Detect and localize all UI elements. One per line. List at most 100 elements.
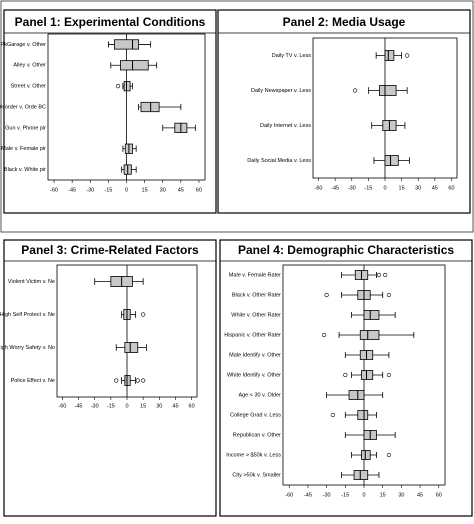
category-label: Street v. Other — [11, 84, 47, 90]
x-tick-label: -30 — [348, 185, 356, 191]
x-tick-label: -30 — [323, 492, 331, 498]
x-tick-label: 0 — [125, 187, 128, 193]
panel-title: Panel 4: Demographic Characteristics — [238, 243, 454, 257]
category-label: Daily Newspaper v. Less — [251, 88, 311, 94]
category-label: Male v. Female Rater — [229, 272, 281, 278]
x-tick-label: -60 — [315, 185, 323, 191]
category-label: Daily Internet v. Less — [260, 123, 311, 129]
box — [353, 470, 369, 480]
category-label: Male v. Female pir — [1, 146, 46, 152]
category-label: Black v. Other Rater — [232, 292, 281, 298]
box — [140, 101, 160, 113]
x-tick-label: 60 — [448, 185, 454, 191]
category-label: Black v. White pir — [4, 167, 46, 173]
x-tick-label: -30 — [86, 187, 94, 193]
box — [114, 39, 139, 50]
x-tick-label: -15 — [104, 187, 112, 193]
outlier — [343, 372, 348, 378]
box — [123, 81, 131, 92]
category-label: City >50k v. Smaller — [232, 472, 281, 478]
panel-frame — [3, 9, 217, 214]
category-label: Daily Social Media v. Less — [247, 158, 311, 164]
outlier — [324, 292, 329, 298]
box — [363, 310, 380, 320]
outlier — [115, 84, 121, 89]
box — [361, 450, 371, 460]
x-tick-label: 60 — [189, 403, 195, 409]
outlier — [376, 272, 382, 278]
x-tick-label: -60 — [50, 187, 58, 193]
x-tick-label: 30 — [398, 492, 404, 498]
x-tick-label: -45 — [304, 492, 312, 498]
category-label: Alley v. Other — [13, 63, 46, 69]
panel-frame — [217, 9, 471, 214]
category-label: Hispanic v. Other Rater — [224, 332, 281, 338]
x-tick-label: 45 — [432, 185, 438, 191]
panel-title: Panel 3: Crime-Related Factors — [21, 243, 199, 257]
outlier — [386, 372, 392, 378]
category-label: Police Effect v. Ne — [11, 378, 55, 384]
category-label: White Identify v. Other — [227, 372, 281, 378]
x-tick-label: -45 — [331, 185, 339, 191]
category-label: College Grad v. Less — [230, 412, 281, 418]
outlier — [386, 292, 392, 298]
x-tick-label: 60 — [436, 492, 442, 498]
category-label: Income > $50k v. Less — [226, 452, 281, 458]
category-label: Republican v. Other — [233, 432, 281, 438]
panel-title: Panel 2: Media Usage — [283, 15, 406, 29]
x-tick-label: -60 — [285, 492, 293, 498]
x-tick-label: 30 — [415, 185, 421, 191]
x-tick-label: 45 — [178, 187, 184, 193]
category-label: High Worry Safety v. No — [0, 345, 55, 351]
x-tick-label: -15 — [107, 403, 115, 409]
x-tick-label: 0 — [383, 185, 386, 191]
x-tick-label: 15 — [399, 185, 405, 191]
category-label: Age < 30 v. Older — [238, 392, 281, 398]
x-tick-label: 60 — [196, 187, 202, 193]
x-tick-label: -60 — [58, 403, 66, 409]
box — [124, 342, 139, 353]
outlier — [141, 312, 146, 317]
box — [359, 330, 380, 340]
panel-frame — [219, 239, 473, 517]
x-tick-label: 45 — [172, 403, 178, 409]
box — [384, 50, 395, 61]
outlier — [141, 378, 146, 383]
x-tick-label: 30 — [156, 403, 162, 409]
x-tick-label: 0 — [362, 492, 365, 498]
top-frame — [0, 0, 474, 233]
x-tick-label: 0 — [125, 403, 128, 409]
category-label: White v. Other Rater — [231, 312, 281, 318]
outlier — [114, 378, 119, 383]
outlier — [322, 332, 327, 338]
outlier — [383, 272, 388, 278]
box — [379, 85, 397, 96]
x-tick-label: 15 — [142, 187, 148, 193]
box — [384, 155, 399, 166]
category-label: Daily TV v. Less — [272, 53, 311, 59]
box — [361, 370, 374, 380]
category-label: Disorder v. Orde BC — [0, 104, 46, 110]
x-tick-label: 45 — [417, 492, 423, 498]
category-label: High Self Protect v. Ne — [0, 312, 55, 318]
outlier — [330, 412, 335, 418]
category-label: Violent Victim v. Ne — [8, 279, 55, 285]
box — [120, 60, 149, 71]
x-tick-label: -15 — [364, 185, 372, 191]
box — [124, 375, 131, 386]
x-tick-label: -30 — [91, 403, 99, 409]
outlier — [405, 53, 410, 58]
box — [357, 410, 369, 420]
category-label: PkGarage v. Other — [1, 42, 47, 48]
panel-title: Panel 1: Experimental Conditions — [15, 15, 206, 29]
outlier — [352, 88, 358, 93]
outlier — [135, 378, 140, 383]
outlier — [386, 452, 392, 458]
x-tick-label: 30 — [160, 187, 166, 193]
box — [348, 390, 365, 400]
x-tick-label: 15 — [140, 403, 146, 409]
x-tick-label: 15 — [380, 492, 386, 498]
x-tick-label: -45 — [68, 187, 76, 193]
